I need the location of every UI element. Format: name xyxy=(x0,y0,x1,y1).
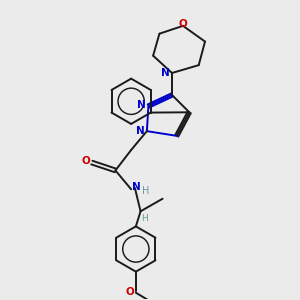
Text: N: N xyxy=(161,68,170,78)
Text: O: O xyxy=(178,19,188,29)
Text: O: O xyxy=(82,156,91,166)
Text: N: N xyxy=(136,125,144,136)
Text: N: N xyxy=(137,100,146,110)
Text: H: H xyxy=(141,214,148,223)
Text: O: O xyxy=(126,287,135,297)
Text: H: H xyxy=(142,186,149,196)
Text: N: N xyxy=(132,182,141,192)
